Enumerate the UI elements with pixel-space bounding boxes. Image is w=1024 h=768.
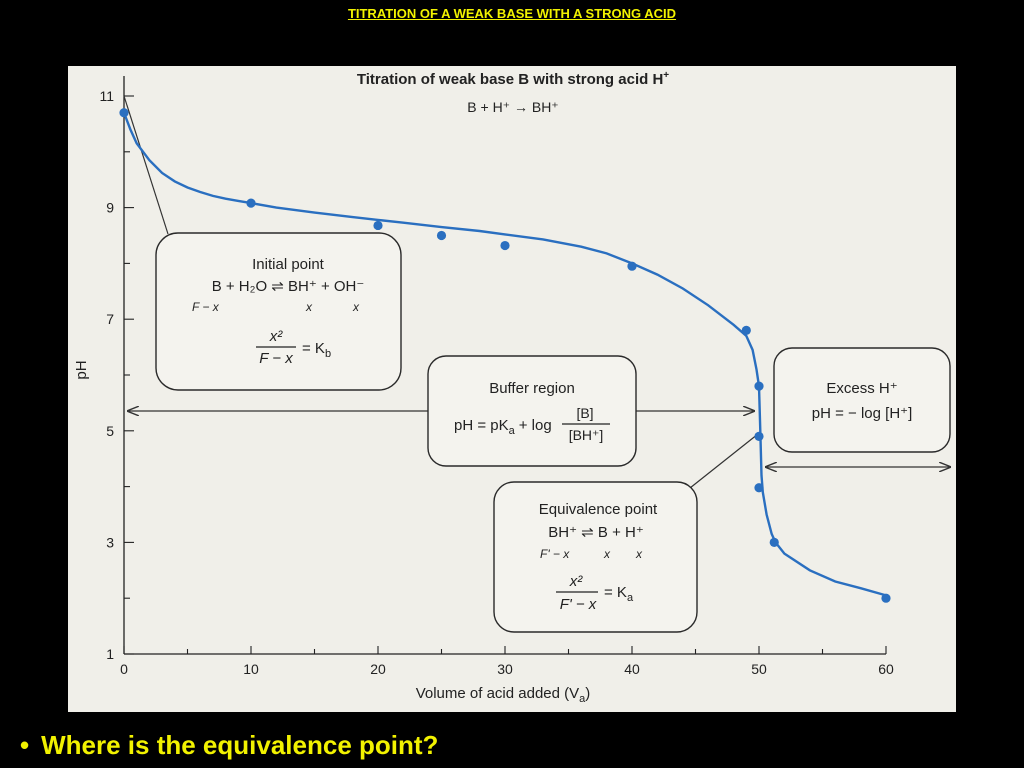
initial-conc-bh: x [305, 300, 313, 314]
y-axis-label: pH [73, 360, 90, 379]
bullet-dot-icon: • [20, 730, 30, 760]
data-point [754, 381, 764, 391]
data-point [627, 261, 637, 271]
data-point [373, 220, 383, 231]
equivalence-frac-rhs: = Ka [604, 584, 634, 604]
equivalence-frac-num: x² [569, 573, 584, 590]
data-point [754, 483, 764, 493]
data-point [246, 198, 256, 208]
excess-acid-box: Excess H⁺ pH = − log [H⁺] [773, 347, 951, 453]
data-point [741, 325, 751, 335]
x-tick-label: 50 [751, 661, 767, 677]
data-point [500, 240, 510, 251]
x-tick-label: 10 [243, 661, 259, 677]
data-point [754, 431, 764, 441]
initial-point-box: Initial point B + H₂O ⇌ BH⁺ + OH⁻ F − x … [155, 232, 402, 391]
x-tick-label: 40 [624, 661, 640, 677]
x-tick-label: 0 [120, 661, 128, 677]
buffer-region-box: Buffer region pH = pKa + log [B] [BH⁺] [427, 355, 637, 467]
question-bullet: • Where is the equivalence point? [20, 730, 438, 761]
data-points [119, 108, 891, 603]
x-tick-label: 30 [497, 661, 513, 677]
x-tick-label: 60 [878, 661, 894, 677]
initial-leader [123, 95, 169, 235]
x-tick-label: 20 [370, 661, 386, 677]
equivalence-leader [689, 433, 759, 489]
initial-frac-num: x² [269, 328, 284, 345]
initial-reaction: B + H₂O ⇌ BH⁺ + OH⁻ [212, 278, 365, 295]
equivalence-point-box: Equivalence point BH⁺ ⇌ B + H⁺ F' − x x … [493, 481, 698, 633]
data-point [881, 593, 891, 603]
axes: 0 10 20 30 40 50 60 1 3 5 7 9 11 [99, 76, 894, 677]
x-axis-label: Volume of acid added (Va) [416, 685, 591, 705]
initial-frac-rhs: = Kb [302, 340, 331, 360]
excess-heading: Excess H⁺ [826, 380, 897, 397]
y-tick-label: 9 [106, 200, 114, 216]
initial-heading: Initial point [252, 256, 325, 273]
buffer-heading: Buffer region [489, 380, 575, 397]
titration-chart: Titration of weak base B with strong aci… [73, 70, 956, 705]
equivalence-conc-bh: F' − x [540, 547, 570, 561]
buffer-frac-den: [BH⁺] [569, 427, 604, 443]
equivalence-reaction: BH⁺ ⇌ B + H⁺ [548, 524, 644, 541]
question-text: Where is the equivalence point? [41, 730, 439, 760]
equivalence-conc-h: x [635, 547, 643, 561]
data-point [769, 537, 779, 547]
chart-subtitle: B + H⁺ → BH⁺ [467, 99, 558, 115]
equivalence-heading: Equivalence point [539, 501, 658, 518]
data-point [436, 230, 447, 241]
y-tick-label: 11 [99, 88, 114, 104]
buffer-frac-num: [B] [576, 405, 593, 421]
equivalence-conc-b: x [603, 547, 611, 561]
titration-curve [122, 112, 887, 597]
y-tick-label: 3 [106, 534, 114, 550]
slide-title: TITRATION OF A WEAK BASE WITH A STRONG A… [347, 6, 677, 21]
initial-conc-oh: x [352, 300, 360, 314]
chart-panel: Titration of weak base B with strong aci… [68, 66, 956, 712]
equivalence-frac-den: F' − x [560, 596, 597, 613]
chart-title: Titration of weak base B with strong aci… [357, 70, 669, 88]
y-tick-label: 1 [106, 646, 114, 662]
y-tick-label: 5 [106, 423, 114, 439]
initial-frac-den: F − x [259, 350, 293, 367]
y-tick-label: 7 [106, 311, 114, 327]
data-point [119, 108, 129, 118]
initial-conc-b: F − x [192, 300, 220, 314]
excess-eq: pH = − log [H⁺] [812, 405, 912, 422]
buffer-eq-lhs: pH = pKa + log [454, 417, 552, 437]
